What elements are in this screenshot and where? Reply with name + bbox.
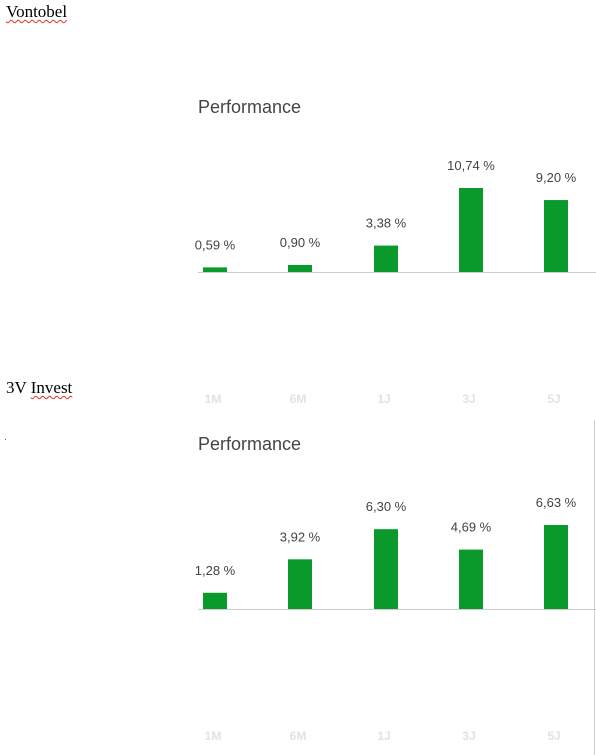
bar-value-label: 4,69 % [451,520,492,535]
bar-6m [288,559,312,609]
chart-title: Performance [198,434,301,454]
bar-value-label: 6,30 % [366,499,407,514]
bar-1m [203,592,227,609]
category-label: 3J [462,729,475,743]
bar-value-label: 0,59 % [195,237,236,252]
category-label: 1M [205,729,222,743]
category-label: 3J [462,392,475,406]
bar-value-label: 6,63 % [536,495,577,510]
category-label: 6M [290,392,307,406]
bar-3j [459,188,483,272]
bar-value-label: 3,38 % [366,216,407,231]
bar-value-label: 1,28 % [195,563,236,578]
category-label: 1J [377,392,390,406]
fund-heading-3v-invest: 3V Invest [6,379,72,396]
category-label: 1J [377,729,390,743]
bar-value-label: 3,92 % [280,529,321,544]
bar-5j [544,525,568,609]
bar-value-label: 9,20 % [536,170,577,185]
fund-heading-vontobel: Vontobel [6,3,67,20]
bar-value-label: 10,74 % [447,158,495,173]
fund-name-3v: 3V [6,378,31,397]
category-label: 5J [547,729,560,743]
category-label: 6M [290,729,307,743]
stray-dot [5,439,6,440]
fund-name-invest: Invest [30,378,73,397]
bar-5j [544,200,568,272]
bar-3j [459,549,483,609]
panel-divider [594,420,595,755]
fund-name-vontobel: Vontobel [6,2,68,21]
bar-1j [374,245,398,272]
chart-title: Performance [198,97,301,117]
category-label: 1M [205,392,222,406]
bar-value-label: 0,90 % [280,235,321,250]
bar-6m [288,264,312,272]
performance-chart-vontobel: Performance 0,59 % 1M 0,90 % 6M 3,38 % 1J 10,74… [195,97,596,406]
bar-1m [203,267,227,272]
category-label: 5J [547,392,560,406]
bar-1j [374,529,398,609]
